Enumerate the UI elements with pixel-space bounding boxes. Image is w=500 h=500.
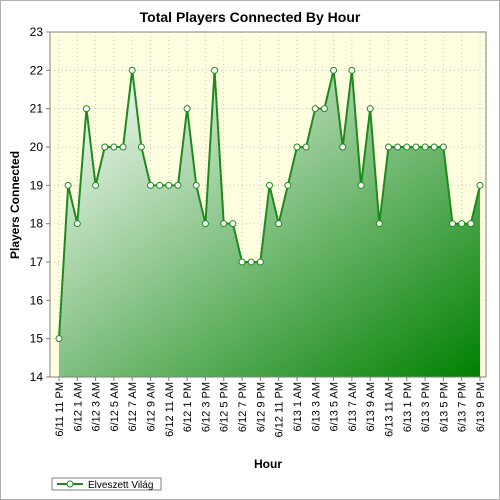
data-point [311,105,319,113]
data-point [302,143,310,151]
data-point [73,220,81,228]
data-point [119,143,127,151]
x-tick-label: 6/13 1 PM [402,382,414,432]
x-tick-label: 6/12 9 AM [146,382,158,432]
x-tick-label: 6/13 3 AM [310,382,322,432]
x-tick-label: 6/12 9 PM [255,382,267,432]
data-point [357,181,365,189]
data-point [266,181,273,189]
data-point [366,105,374,113]
y-tick-label: 14 [30,370,44,384]
data-point [201,220,209,228]
y-tick-label: 17 [30,255,44,269]
data-point [348,66,356,74]
data-point [320,105,328,113]
data-point [110,143,118,151]
legend-marker [66,480,74,488]
data-point [467,220,475,228]
x-tick-label: 6/13 1 AM [292,382,304,432]
series-area [59,70,480,377]
data-point [439,143,447,151]
data-point [229,220,237,228]
data-point [183,105,191,113]
x-tick-label: 6/12 3 AM [91,382,103,432]
y-tick-label: 15 [30,332,44,346]
data-point [458,220,466,228]
data-point [192,181,200,189]
data-point [339,143,347,151]
y-tick-label: 16 [30,293,44,307]
y-tick-label: 19 [30,178,44,192]
x-tick-label: 6/12 1 PM [182,382,194,432]
y-axis-ticks: 14 15 16 17 18 19 20 21 22 23 [30,25,50,384]
x-tick-label: 6/13 5 PM [438,382,450,432]
y-tick-label: 20 [30,140,44,154]
data-point [384,143,392,151]
y-tick-label: 23 [30,25,44,39]
y-axis-label: Players Connected [8,151,22,259]
data-point [156,181,164,189]
legend-label: Elveszett Világ [88,480,153,491]
x-tick-label: 6/12 1 AM [72,382,84,432]
x-tick-label: 6/12 5 PM [219,382,231,432]
x-axis-ticks: 6/11 11 PM 6/12 1 AM 6/12 3 AM 6/12 5 AM 6/1… [54,377,487,437]
data-point [375,220,383,228]
x-tick-label: 6/12 11 PM [274,382,286,437]
data-point [92,181,100,189]
chart-title: Total Players Connected By Hour [140,9,361,25]
data-point [137,143,145,151]
legend-box [51,477,162,491]
data-point [275,220,283,228]
data-point [293,143,301,151]
x-tick-label: 6/12 7 PM [237,382,249,432]
data-point [220,220,228,228]
y-tick-label: 18 [30,217,44,231]
x-tick-label: 6/11 11 PM [54,382,66,437]
x-tick-label: 6/13 7 PM [457,382,469,432]
x-tick-label: 6/12 11 AM [164,382,176,437]
data-point [394,143,402,151]
data-point [211,66,219,74]
x-tick-label: 6/13 7 AM [347,382,359,432]
data-point [82,105,90,113]
data-point [430,143,438,151]
data-point [165,181,173,189]
y-tick-label: 21 [30,102,44,116]
data-point [101,143,109,151]
x-tick-label: 6/13 9 PM [475,382,487,432]
x-tick-label: 6/13 9 AM [365,382,377,432]
data-point [412,143,420,151]
data-point [147,181,155,189]
data-point [449,220,457,228]
x-tick-label: 6/13 5 AM [329,382,341,432]
data-point [247,258,255,266]
series-markers [55,66,484,343]
x-tick-label: 6/13 11 AM [383,382,395,437]
x-tick-label: 6/12 3 PM [200,382,212,432]
data-point [238,258,246,266]
data-point [128,66,136,74]
data-point [64,181,72,189]
data-point [174,181,182,189]
data-point [476,181,484,189]
plot-border [49,31,487,378]
data-point [256,258,264,266]
data-point [421,143,429,151]
data-point [55,335,63,343]
data-point [284,181,292,189]
data-point [403,143,411,151]
x-tick-label: 6/13 3 PM [420,382,432,432]
data-point [330,66,338,74]
y-tick-label: 22 [30,63,44,77]
legend: Elveszett Világ [51,477,162,491]
x-axis-label: Hour [254,457,282,471]
x-tick-label: 6/12 7 AM [127,382,139,432]
x-tick-label: 6/12 5 AM [109,382,121,432]
